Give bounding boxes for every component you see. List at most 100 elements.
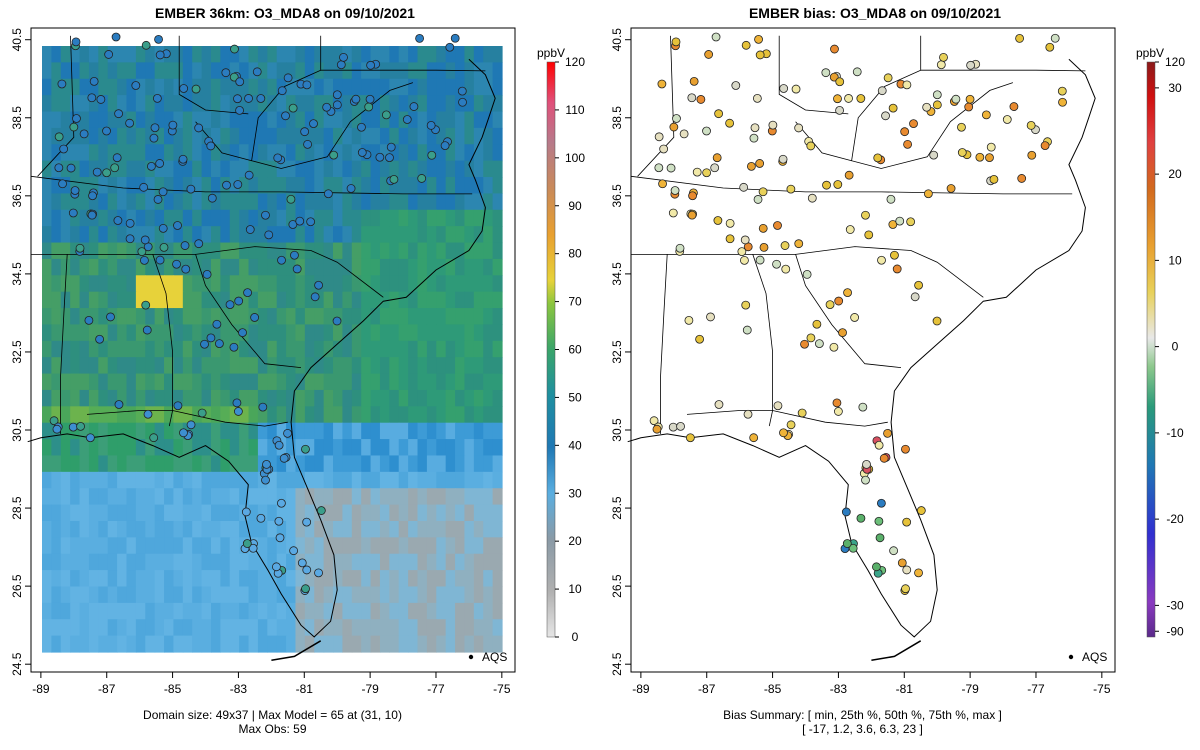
- model-grid-cell: [88, 586, 99, 604]
- aqs-station-marker: [295, 216, 305, 226]
- aqs-station-marker: [52, 424, 62, 434]
- bias-station-marker: [657, 79, 667, 89]
- model-grid-cell: [267, 275, 278, 293]
- model-grid-cell: [295, 455, 306, 473]
- model-grid-cell: [351, 258, 362, 276]
- model-grid-cell: [370, 340, 381, 358]
- model-grid-cell: [201, 160, 212, 178]
- model-grid-cell: [182, 324, 193, 342]
- aqs-station-marker: [302, 80, 312, 90]
- model-grid-cell: [164, 406, 175, 424]
- model-grid-cell: [370, 209, 381, 227]
- model-grid-cell: [192, 226, 203, 244]
- colorbar-tick-label: 10: [568, 582, 582, 596]
- model-grid-cell: [173, 439, 184, 457]
- model-grid-cell: [436, 193, 447, 211]
- model-grid-cell: [276, 389, 287, 407]
- model-grid-cell: [88, 226, 99, 244]
- colorbar-tick-label: 80: [568, 247, 582, 261]
- model-grid-cell: [389, 422, 400, 440]
- model-grid-cell: [192, 340, 203, 358]
- model-grid-cell: [117, 242, 128, 260]
- model-grid-cell: [257, 635, 268, 653]
- aqs-station-marker: [258, 402, 268, 412]
- model-grid-cell: [248, 46, 259, 63]
- model-grid-cell: [192, 193, 203, 211]
- model-grid-cell: [220, 324, 231, 342]
- model-grid-cell: [389, 308, 400, 326]
- model-grid-cell: [173, 308, 184, 326]
- model-grid-cell: [126, 570, 137, 588]
- model-grid-cell: [408, 46, 419, 63]
- aqs-station-marker: [70, 186, 80, 195]
- model-grid-cell: [342, 389, 353, 407]
- model-grid-cell: [42, 177, 52, 195]
- model-grid-cell: [229, 62, 240, 80]
- model-grid-cell: [408, 635, 419, 653]
- bias-station-marker: [749, 133, 759, 143]
- model-grid-cell: [436, 357, 447, 375]
- model-grid-cell: [342, 111, 353, 129]
- model-grid-cell: [220, 422, 231, 440]
- model-grid-cell: [379, 291, 390, 309]
- model-grid-cell: [88, 95, 99, 113]
- model-grid-cell: [257, 504, 268, 522]
- bias-station-marker: [964, 102, 974, 112]
- bias-station-marker: [957, 122, 966, 132]
- model-grid-cell: [483, 127, 494, 145]
- model-grid-cell: [304, 635, 315, 653]
- model-grid-cell: [51, 144, 62, 162]
- aqs-station-marker: [302, 517, 312, 527]
- model-grid-cell: [323, 602, 334, 620]
- model-grid-cell: [117, 422, 128, 440]
- model-grid-cell: [436, 46, 447, 63]
- model-grid-cell: [426, 553, 437, 571]
- model-grid-cell: [473, 127, 484, 145]
- model-grid-cell: [426, 62, 437, 80]
- model-grid-cell: [455, 455, 466, 473]
- model-grid-cell: [314, 471, 325, 489]
- aqs-station-marker: [88, 191, 97, 201]
- model-grid-cell: [473, 455, 484, 473]
- model-grid-cell: [107, 275, 118, 293]
- model-grid-cell: [154, 340, 165, 358]
- x-tick-label: -79: [961, 682, 979, 696]
- model-grid-cell: [351, 389, 362, 407]
- model-grid-cell: [70, 602, 81, 620]
- model-grid-cell: [276, 471, 287, 489]
- model-grid-cell: [257, 602, 268, 620]
- model-grid-cell: [426, 127, 437, 145]
- model-grid-cell: [51, 537, 62, 555]
- aqs-station-marker: [173, 401, 183, 411]
- model-grid-cell: [351, 586, 362, 604]
- model-grid-cell: [229, 258, 240, 276]
- model-grid-cell: [389, 602, 400, 620]
- model-grid-cell: [220, 373, 231, 391]
- model-grid-cell: [323, 177, 334, 195]
- model-grid-cell: [107, 373, 118, 391]
- bias-station-marker: [740, 235, 750, 245]
- model-grid-cell: [79, 111, 90, 129]
- model-grid-cell: [60, 242, 71, 260]
- model-grid-cell: [379, 537, 390, 555]
- model-grid-cell: [220, 78, 231, 96]
- model-grid-cell: [473, 373, 484, 391]
- model-grid-cell: [286, 160, 297, 178]
- model-grid-cell: [107, 193, 118, 211]
- bias-station-marker: [897, 558, 907, 568]
- model-grid-cell: [417, 275, 428, 293]
- model-grid-cell: [276, 193, 287, 211]
- model-grid-cell: [342, 209, 353, 227]
- bias-colorbar-unit: ppbV: [1136, 46, 1165, 60]
- model-grid-cell: [239, 488, 250, 506]
- model-grid-cell: [117, 635, 128, 653]
- model-grid-cell: [286, 78, 297, 96]
- x-tick-label: -87: [698, 682, 716, 696]
- model-grid-cell: [192, 504, 203, 522]
- model-grid-cell: [389, 177, 400, 195]
- bias-station-marker: [864, 230, 874, 240]
- model-grid-cell: [248, 586, 259, 604]
- model-grid-cell: [333, 439, 344, 457]
- model-grid-cell: [398, 144, 409, 162]
- model-grid-cell: [220, 242, 231, 260]
